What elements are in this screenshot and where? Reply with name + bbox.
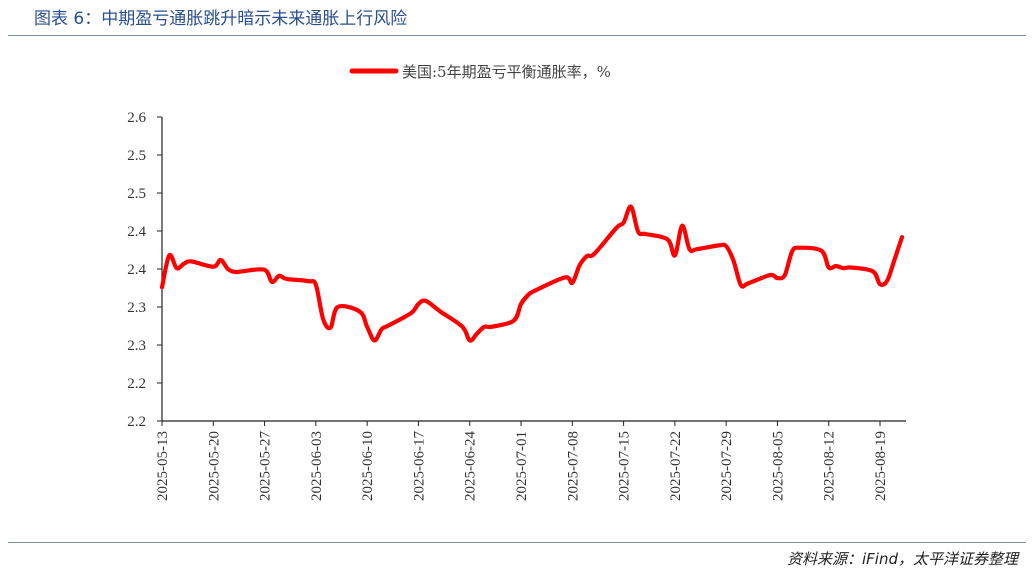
x-tick-label: 2025-05-13 xyxy=(155,431,171,501)
x-tick-label: 2025-06-03 xyxy=(309,431,325,501)
x-tick-label: 2025-07-08 xyxy=(565,431,581,501)
y-tick-label: 2.4 xyxy=(127,224,146,240)
chart: 美国:5年期盈亏平衡通胀率，% 2.2 2.2 2.3 2.3 2.4 2.4 2.5 2.5… xyxy=(127,63,906,501)
x-tick-label: 2025-07-22 xyxy=(668,431,684,501)
y-tick-label: 2.2 xyxy=(127,414,146,430)
x-tick-label: 2025-06-10 xyxy=(360,431,376,501)
x-tick-label: 2025-07-01 xyxy=(514,431,530,501)
figure-title: 图表 6：中期盈亏通胀跳升暗示未来通胀上行风险 xyxy=(34,9,408,29)
legend: 美国:5年期盈亏平衡通胀率，% xyxy=(349,63,611,81)
y-tick-label: 2.3 xyxy=(127,300,146,316)
x-tick-label: 2025-07-15 xyxy=(617,431,633,501)
source-note: 资料来源：iFind，太平洋证券整理 xyxy=(787,550,1018,568)
tick-labels: 2.2 2.2 2.3 2.3 2.4 2.4 2.5 2.5 2.6 2025-05-13 202… xyxy=(127,110,889,501)
y-tick-label: 2.4 xyxy=(127,262,146,278)
y-tick-label: 2.3 xyxy=(127,338,146,354)
x-tick-label: 2025-06-24 xyxy=(463,431,479,501)
series-line xyxy=(159,204,905,343)
x-tick-label: 2025-06-17 xyxy=(411,431,427,501)
axes xyxy=(157,116,906,426)
y-tick-label: 2.5 xyxy=(127,186,146,202)
x-tick-label: 2025-08-12 xyxy=(822,431,838,501)
y-tick-label: 2.6 xyxy=(127,110,146,126)
x-tick-label: 2025-05-20 xyxy=(206,431,222,501)
x-tick-label: 2025-07-29 xyxy=(719,431,735,501)
y-tick-label: 2.5 xyxy=(127,148,146,164)
legend-label: 美国:5年期盈亏平衡通胀率，% xyxy=(402,63,611,81)
x-tick-label: 2025-05-27 xyxy=(258,431,274,501)
top-divider xyxy=(8,35,1026,36)
x-tick-label: 2025-08-19 xyxy=(873,431,889,501)
x-tick-label: 2025-08-05 xyxy=(770,431,786,501)
plot-area xyxy=(159,204,905,343)
y-tick-label: 2.2 xyxy=(127,376,146,392)
bottom-divider xyxy=(8,542,1026,543)
